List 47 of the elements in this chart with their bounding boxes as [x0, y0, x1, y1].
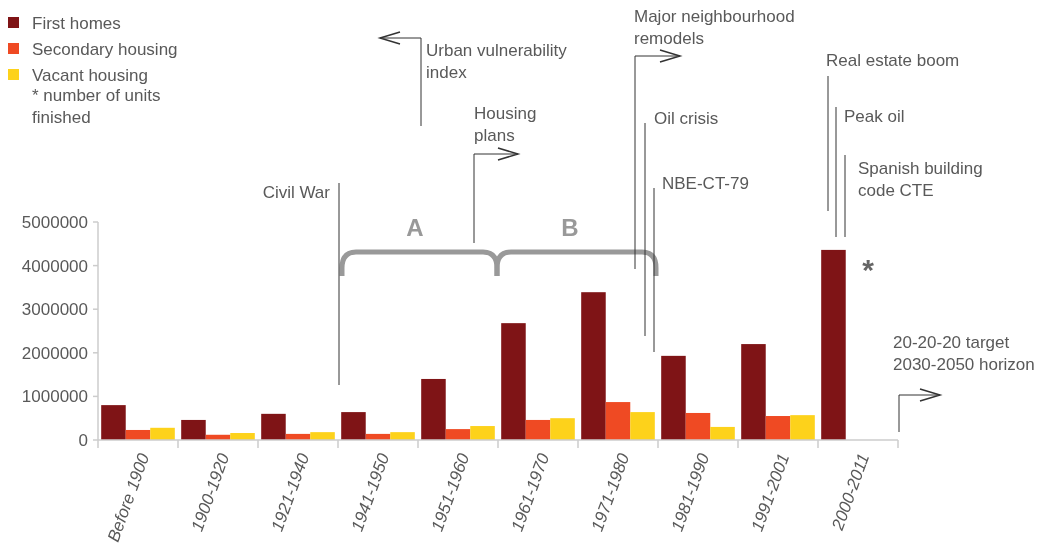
bar [101, 405, 126, 440]
y-tick-label: 3000000 [21, 300, 88, 320]
bar [421, 378, 446, 440]
y-tick-label: 2000000 [21, 343, 88, 363]
y-tick-label: 5000000 [21, 212, 88, 232]
text: Housing plans [474, 104, 537, 145]
y-tick-label: 4000000 [21, 256, 88, 276]
bar [741, 344, 766, 440]
bar [765, 416, 791, 440]
text: * number of units finished [32, 86, 161, 127]
annotation: B [561, 214, 579, 241]
annotation: 20-20-20 target 2030-2050 horizon [893, 333, 1035, 374]
annotation: * [862, 253, 875, 286]
text: Real estate boom [826, 51, 960, 70]
bar [790, 415, 815, 440]
text: Peak oil [844, 107, 905, 126]
bar [261, 413, 286, 440]
bar [605, 402, 631, 440]
bar [550, 418, 575, 440]
x-tick-label: Before 1900 [103, 450, 154, 545]
bar [525, 419, 551, 440]
text: NBE-CT-79 [662, 174, 749, 193]
text: Urban vulnerability index [426, 41, 568, 82]
bar [181, 419, 206, 440]
y-tick-label: 1000000 [21, 387, 88, 407]
bar [390, 432, 415, 440]
annotation: A [406, 214, 424, 241]
text: Spanish building code CTE [858, 159, 983, 200]
bar [710, 426, 735, 440]
y-tick-label: 0 [78, 430, 88, 450]
bar [630, 412, 655, 440]
bar [310, 432, 335, 440]
bar [150, 427, 175, 440]
text: Civil War [262, 183, 331, 202]
legend-label: First homes [32, 13, 121, 33]
bar [470, 426, 495, 440]
bar [581, 292, 606, 440]
bar [341, 412, 366, 440]
bar [685, 412, 711, 440]
legend-label: Vacant housing [32, 65, 148, 85]
bar [501, 323, 526, 440]
legend-label: Secondary housing [32, 39, 178, 59]
bar [661, 355, 686, 440]
text: Major neighbourhood remodels [634, 7, 795, 48]
bar [445, 429, 471, 440]
text: Oil crisis [654, 109, 719, 128]
bar [821, 249, 846, 440]
